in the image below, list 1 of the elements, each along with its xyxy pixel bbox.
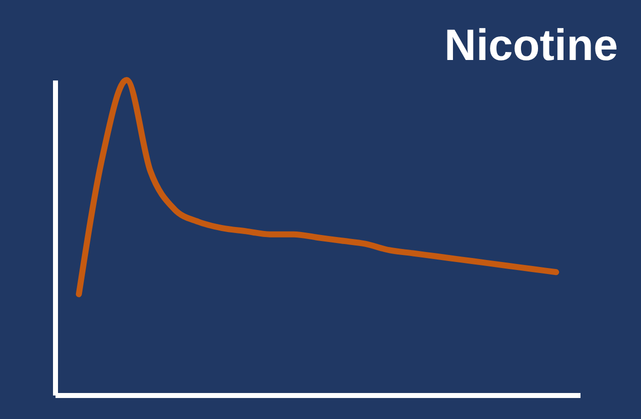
chart-title: Nicotine: [444, 21, 618, 70]
